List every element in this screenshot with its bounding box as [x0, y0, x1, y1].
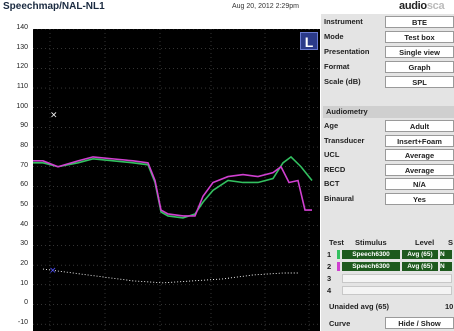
- test-color-swatch: [337, 250, 340, 259]
- test1-curve: [33, 155, 313, 219]
- setting-label: Format: [324, 62, 350, 71]
- level-column-header: Level: [415, 238, 435, 247]
- brand-logo: audiosca: [399, 0, 445, 12]
- stimulus-column-header: Stimulus: [355, 238, 387, 247]
- audiometry-row: UCL Average: [323, 149, 454, 162]
- setting-row: Instrument BTE: [323, 16, 454, 29]
- stimulus-cell[interactable]: Speech6300: [342, 262, 400, 271]
- audiometry-label: Transducer: [324, 135, 365, 145]
- threshold-marker: ×: [49, 266, 57, 276]
- graph-panel: 140 130 120 110 100 90 80 70 60 50 40 30 20 10 0 -10 × ×…: [0, 14, 321, 331]
- brand-tail-text: sca: [426, 0, 445, 12]
- setting-value[interactable]: Graph: [385, 61, 454, 73]
- y-tick-label: 140: [16, 24, 28, 31]
- test-number: 2: [327, 262, 332, 271]
- audiometry-row: Binaural Yes: [323, 193, 454, 206]
- setting-label: Scale (dB): [324, 77, 361, 86]
- setting-row: Presentation Single view: [323, 46, 454, 59]
- test2-curve: [33, 156, 312, 217]
- extra-column-header: S: [448, 238, 454, 247]
- audiometry-value[interactable]: N/A: [385, 178, 454, 191]
- audiometry-label: UCL: [324, 150, 340, 160]
- empty-test-slot[interactable]: [342, 274, 452, 283]
- level-cell[interactable]: Avg (65): [402, 250, 438, 259]
- setting-label: Presentation: [324, 47, 370, 56]
- setting-value[interactable]: BTE: [385, 16, 454, 28]
- y-tick-label: 130: [16, 43, 28, 51]
- unaided-threshold-curve: [42, 268, 298, 284]
- y-tick-label: 50: [20, 201, 28, 209]
- curve-label: Curve: [329, 319, 351, 328]
- y-tick-label: 120: [16, 63, 28, 71]
- test-row[interactable]: 3: [321, 274, 454, 284]
- title-bar: Speechmap/NAL-NL1 Aug 20, 2012 2:29pm au…: [0, 0, 454, 14]
- y-tick-label: 30: [20, 240, 28, 248]
- setting-label: Mode: [324, 32, 344, 41]
- settings-panel: Instrument BTE Mode Test box Presentation Sin…: [321, 14, 454, 331]
- test-number: 4: [327, 286, 332, 295]
- ear-indicator-left[interactable]: L: [300, 32, 318, 50]
- y-tick-label: 20: [20, 260, 28, 268]
- audiometry-header: Audiometry: [323, 106, 454, 118]
- audiometry-label: RECD: [324, 164, 346, 174]
- audiometry-value[interactable]: Average: [385, 149, 454, 162]
- audiometry-value[interactable]: Yes: [385, 193, 454, 205]
- app-title: Speechmap/NAL-NL1: [3, 1, 105, 12]
- setting-row: Mode Test box: [323, 31, 454, 44]
- test-column-header: Test: [329, 238, 344, 247]
- audiometry-row: Transducer Insert+Foam: [323, 134, 454, 148]
- y-tick-label: 110: [16, 83, 28, 91]
- audiometry-label: Binaural: [324, 194, 355, 203]
- test-number: 1: [327, 250, 332, 259]
- y-tick-label: 10: [20, 279, 28, 287]
- y-tick-label: 100: [16, 102, 28, 110]
- setting-row: Scale (dB) SPL: [323, 76, 454, 89]
- brand-text: audio: [399, 0, 427, 12]
- unaided-avg-label: Unaided avg (65): [329, 302, 390, 311]
- unaided-avg-value: 10: [445, 302, 454, 311]
- setting-value[interactable]: Test box: [385, 31, 454, 43]
- extra-cell[interactable]: N: [440, 250, 452, 259]
- audiometry-value[interactable]: Insert+Foam: [385, 134, 454, 147]
- setting-value[interactable]: Single view: [385, 46, 454, 58]
- y-tick-label: -10: [17, 319, 28, 327]
- audiometry-value[interactable]: Adult: [385, 120, 454, 132]
- ucl-marker: ×: [50, 111, 58, 121]
- y-tick-label: 70: [20, 161, 28, 169]
- y-tick-label: 60: [20, 181, 28, 189]
- audiometry-row: BCT N/A: [323, 178, 454, 191]
- test-number: 3: [327, 274, 332, 283]
- y-tick-label: 80: [20, 142, 28, 150]
- audiometry-label: BCT: [324, 179, 340, 189]
- speechmap-graph[interactable]: × ×: [33, 28, 320, 331]
- setting-label: Instrument: [324, 17, 363, 26]
- audiometry-value[interactable]: Average: [385, 163, 454, 176]
- graph-canvas: ××: [33, 28, 320, 331]
- level-cell[interactable]: Avg (65): [402, 262, 438, 271]
- stimulus-cell[interactable]: Speech6300: [342, 250, 400, 259]
- extra-cell[interactable]: N: [440, 262, 452, 271]
- audiometry-row: RECD Average: [323, 163, 454, 177]
- test-row[interactable]: 2 Speech6300 Avg (65) N: [321, 262, 454, 272]
- empty-test-slot[interactable]: [342, 286, 452, 295]
- test-color-swatch: [337, 262, 340, 271]
- hide-show-button[interactable]: Hide / Show: [385, 317, 454, 329]
- test-row[interactable]: 4: [321, 286, 454, 296]
- audiometry-label: Age: [324, 121, 339, 130]
- test-row[interactable]: 1 Speech6300 Avg (65) N: [321, 250, 454, 260]
- y-tick-label: 90: [20, 122, 28, 130]
- setting-value[interactable]: SPL: [385, 76, 454, 88]
- y-tick-label: 0: [24, 299, 28, 307]
- audiometry-row: Age Adult: [323, 120, 454, 133]
- setting-row: Format Graph: [323, 61, 454, 74]
- y-tick-label: 40: [20, 220, 28, 228]
- timestamp: Aug 20, 2012 2:29pm: [232, 3, 299, 10]
